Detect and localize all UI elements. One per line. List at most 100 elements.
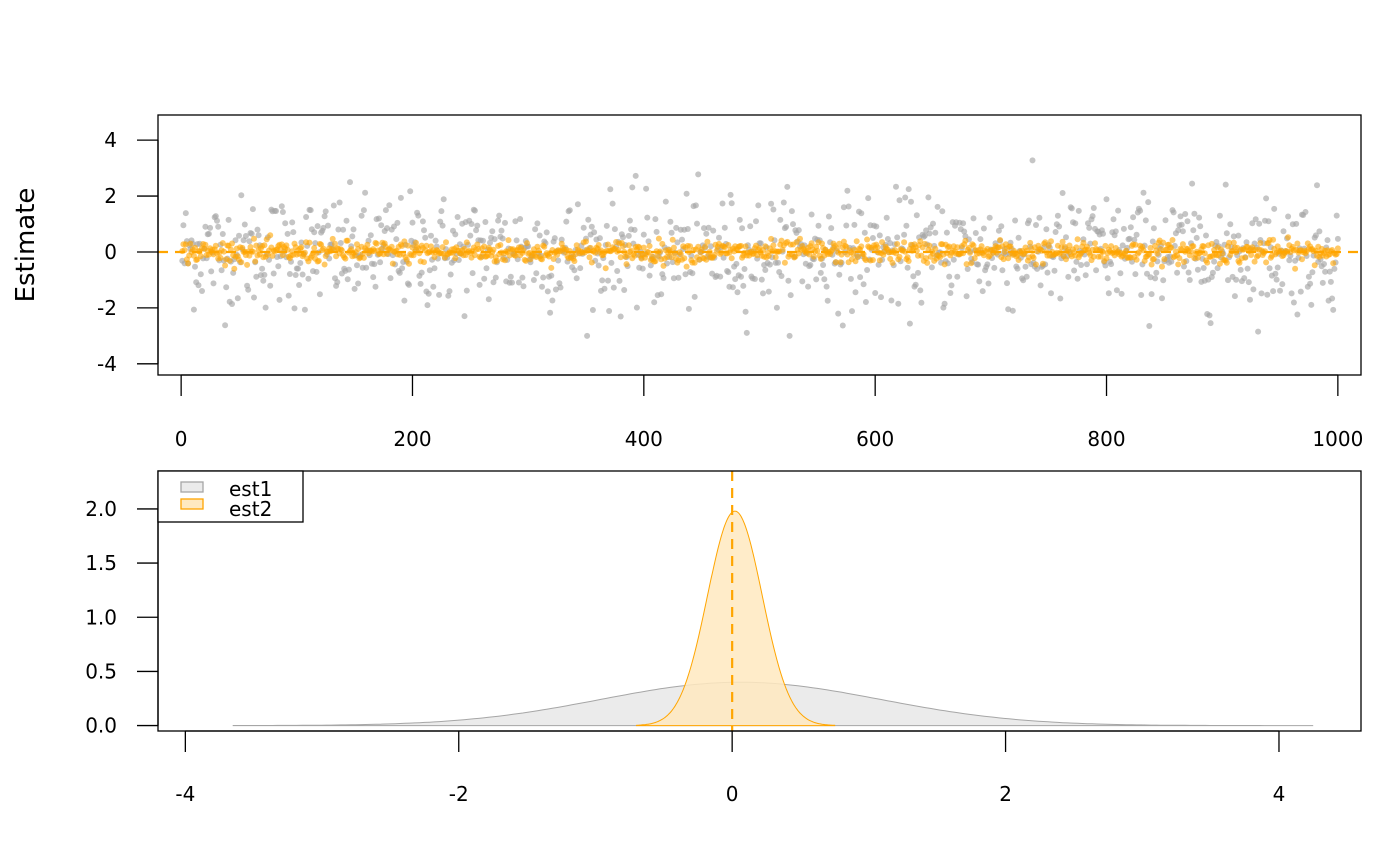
est2-point (1027, 239, 1034, 246)
est2-point (187, 240, 194, 247)
est2-point (1048, 238, 1054, 245)
est1-point (948, 282, 955, 289)
est1-point (387, 275, 394, 282)
est2-point (905, 258, 912, 264)
est1-point (852, 289, 859, 296)
est1-point (1056, 223, 1063, 230)
est1-point (611, 226, 618, 233)
est1-point (643, 185, 650, 192)
est1-point (454, 214, 461, 220)
legend-label-est1: est1 (229, 477, 272, 501)
est1-point (644, 214, 651, 221)
est2-point (452, 255, 459, 262)
est2-point (918, 252, 925, 259)
est2-point (298, 244, 305, 251)
est1-point (1074, 275, 1081, 282)
est1-point (1153, 269, 1160, 276)
est1-point (934, 203, 941, 210)
est1-point (603, 222, 610, 229)
est1-point (1272, 270, 1279, 277)
x-axis: -4 -2 0 2 4 (175, 730, 1285, 806)
est1-point (645, 238, 652, 245)
est2-point (1148, 261, 1155, 268)
est2-point (512, 252, 519, 259)
est2-point (1159, 263, 1165, 270)
est1-point (289, 219, 296, 226)
est1-point (1052, 229, 1059, 235)
est2-point (253, 242, 260, 249)
est1-point (675, 274, 682, 281)
est1-point (236, 232, 242, 239)
est1-point (1118, 290, 1125, 297)
est2-point (586, 254, 593, 261)
est2-point (864, 236, 871, 243)
est2-point (481, 243, 488, 250)
est1-point (836, 271, 843, 278)
est1-point (1133, 231, 1140, 238)
est2-point (728, 255, 735, 262)
est2-point (978, 243, 985, 250)
est1-point (694, 220, 700, 227)
est1-point (1075, 207, 1082, 214)
est2-point (779, 246, 786, 253)
y-tick-label: 0.5 (85, 659, 117, 683)
est1-point (626, 217, 633, 224)
est1-point (946, 273, 953, 280)
est1-point (452, 231, 459, 238)
est1-point (540, 274, 547, 281)
est1-point (563, 218, 570, 225)
est1-point (1270, 288, 1277, 295)
est2-point (668, 254, 675, 261)
est1-point (888, 297, 895, 304)
est1-point (894, 234, 901, 241)
est2-point (595, 242, 602, 248)
est2-point (439, 244, 446, 251)
est1-point (1160, 277, 1167, 284)
est1-point (1293, 220, 1300, 227)
est1-point (1043, 226, 1050, 233)
est1-point (908, 198, 914, 205)
est1-point (533, 270, 540, 277)
est1-point (1216, 212, 1223, 219)
est1-point (205, 230, 212, 237)
est2-point (797, 235, 803, 242)
est1-point (311, 229, 318, 236)
est1-point (297, 260, 304, 266)
est2-point (182, 241, 189, 248)
est1-point (1266, 265, 1273, 272)
est2-point (646, 243, 653, 249)
est1-point (515, 279, 522, 286)
est2-point (421, 259, 427, 266)
est1-point (788, 208, 795, 215)
est1-point (438, 208, 445, 215)
est1-point (489, 228, 496, 235)
est1-point (963, 293, 970, 300)
est1-point (1178, 221, 1185, 228)
est1-point (199, 288, 205, 294)
est2-point (490, 246, 497, 253)
est1-point (446, 288, 453, 295)
est1-point (1005, 306, 1012, 313)
est2-point (1188, 248, 1194, 255)
est1-point (847, 275, 854, 282)
est1-point (507, 273, 514, 280)
est2-point (1080, 239, 1087, 246)
est1-point (1297, 288, 1304, 295)
est1-point (691, 293, 698, 300)
est1-point (1286, 257, 1293, 264)
est2-point (1255, 252, 1262, 259)
est1-point (857, 274, 864, 281)
est1-point (284, 230, 291, 237)
est2-point (1263, 259, 1270, 266)
est1-point (267, 282, 274, 289)
legend-box (157, 470, 304, 523)
est2-point (401, 238, 408, 245)
est1-point (447, 271, 454, 278)
est1-point (605, 277, 611, 284)
est1-point (941, 300, 948, 307)
est2-point (1074, 236, 1081, 243)
est2-point (926, 242, 933, 249)
est1-point (422, 234, 429, 241)
est1-point (246, 238, 253, 245)
est1-point (430, 283, 437, 290)
